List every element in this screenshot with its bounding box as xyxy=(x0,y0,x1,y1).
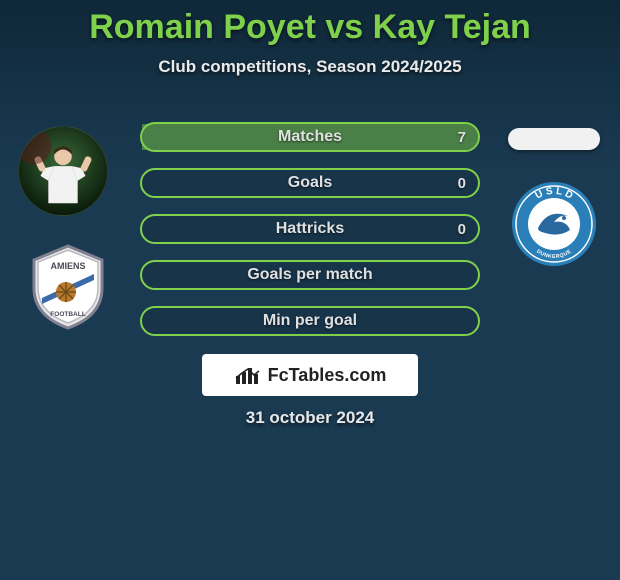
stats-table: Matches 7 Goals 0 Hattricks 0 Goals per … xyxy=(140,122,480,352)
circle-badge-icon: U S L D DUNKERQUE xyxy=(510,180,598,268)
stat-row: Hattricks 0 xyxy=(140,214,480,244)
stat-right-value: 7 xyxy=(458,129,466,146)
stat-label: Matches xyxy=(278,128,342,146)
stat-row: Goals 0 xyxy=(140,168,480,198)
date-text: 31 october 2024 xyxy=(0,408,620,428)
stat-row: Min per goal xyxy=(140,306,480,336)
stat-right-value: 0 xyxy=(458,175,466,192)
club-right-badge: U S L D DUNKERQUE xyxy=(510,180,598,268)
player-left-avatar xyxy=(18,126,108,216)
player-right-placeholder xyxy=(508,128,600,150)
footballer-icon xyxy=(19,127,107,215)
bar-chart-icon xyxy=(234,364,262,386)
stat-row: Matches 7 xyxy=(140,122,480,152)
stat-label: Hattricks xyxy=(276,220,344,238)
svg-text:AMIENS: AMIENS xyxy=(50,261,85,271)
stat-right-value: 0 xyxy=(458,221,466,238)
stat-label: Goals per match xyxy=(247,266,372,284)
page-title: Romain Poyet vs Kay Tejan xyxy=(0,0,620,47)
club-left-badge: AMIENS FOOTBALL xyxy=(22,240,114,332)
branding-text: FcTables.com xyxy=(268,365,387,386)
stat-label: Goals xyxy=(288,174,332,192)
svg-text:FOOTBALL: FOOTBALL xyxy=(50,311,85,318)
branding-badge: FcTables.com xyxy=(202,354,418,396)
subtitle: Club competitions, Season 2024/2025 xyxy=(0,57,620,77)
stat-label: Min per goal xyxy=(263,312,357,330)
stat-row: Goals per match xyxy=(140,260,480,290)
shield-badge-icon: AMIENS FOOTBALL xyxy=(22,240,114,332)
